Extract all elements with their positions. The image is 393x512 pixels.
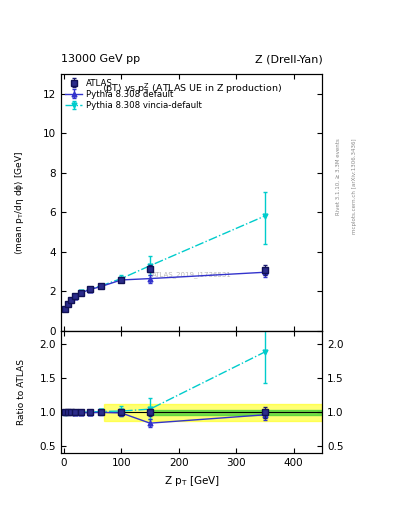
X-axis label: Z p$_\mathregular{T}$ [GeV]: Z p$_\mathregular{T}$ [GeV]: [163, 474, 220, 487]
Text: Rivet 3.1.10, ≥ 3.3M events: Rivet 3.1.10, ≥ 3.3M events: [336, 138, 341, 215]
Text: Z (Drell-Yan): Z (Drell-Yan): [255, 54, 322, 64]
Legend: ATLAS, Pythia 8.308 default, Pythia 8.308 vincia-default: ATLAS, Pythia 8.308 default, Pythia 8.30…: [64, 77, 204, 112]
Text: $\langle$pT$\rangle$ vs p$_\mathregular{T}^Z$ (ATLAS UE in Z production): $\langle$pT$\rangle$ vs p$_\mathregular{…: [102, 82, 281, 97]
Y-axis label: $\langle$mean p$_\mathregular{T}$/d$\eta$ d$\phi\rangle$ [GeV]: $\langle$mean p$_\mathregular{T}$/d$\eta…: [13, 151, 26, 254]
Text: mcplots.cern.ch [arXiv:1306.3436]: mcplots.cern.ch [arXiv:1306.3436]: [352, 138, 357, 234]
Text: ATLAS_2019_I1736531: ATLAS_2019_I1736531: [152, 271, 231, 278]
Y-axis label: Ratio to ATLAS: Ratio to ATLAS: [17, 359, 26, 425]
Bar: [150, 410, 322, 415]
Text: 13000 GeV pp: 13000 GeV pp: [61, 54, 140, 64]
Bar: [104, 403, 322, 421]
